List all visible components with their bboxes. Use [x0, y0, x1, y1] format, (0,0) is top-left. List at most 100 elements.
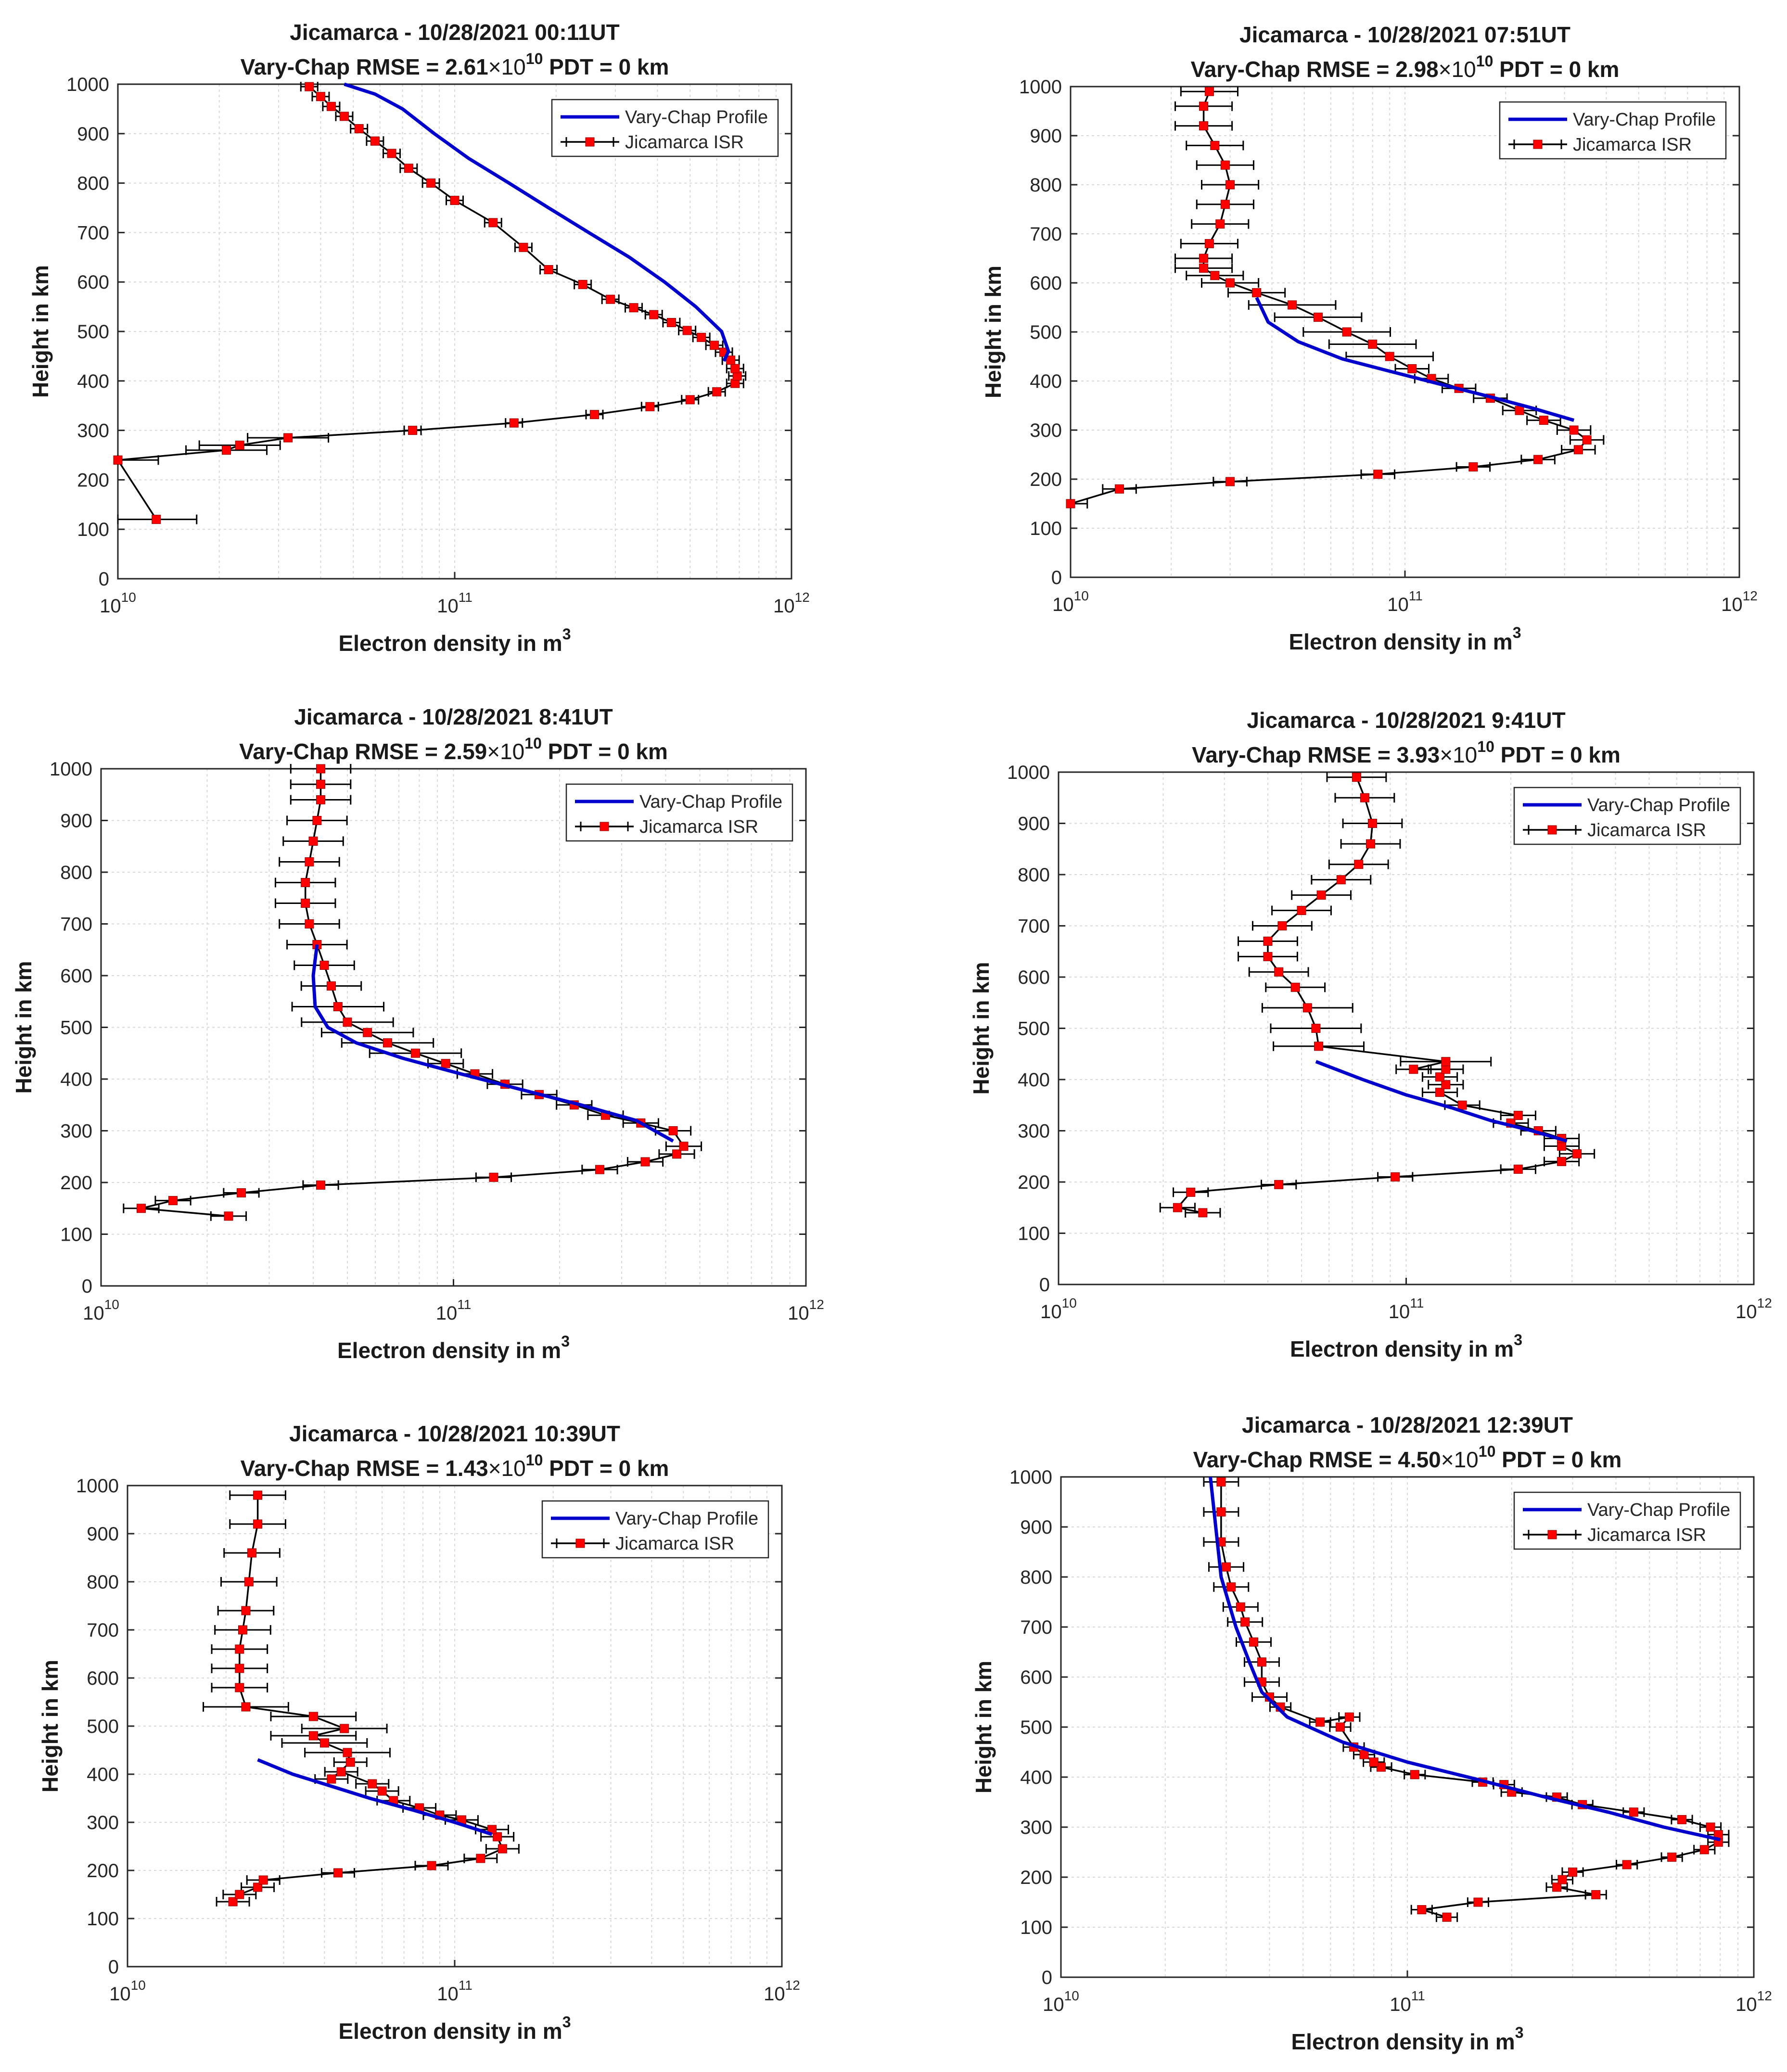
isr-point: [333, 1002, 343, 1011]
legend-label-jicamarca-isr: Jicamarca ISR: [625, 132, 744, 153]
isr-point: [1557, 1875, 1567, 1884]
isr-point: [1066, 499, 1075, 508]
isr-point: [1204, 239, 1214, 248]
y-tick-label: 900: [1020, 1517, 1052, 1538]
isr-point: [404, 164, 413, 173]
isr-point: [258, 1875, 268, 1885]
isr-point: [476, 1854, 485, 1863]
isr-point: [1557, 1157, 1567, 1166]
isr-point: [1515, 406, 1524, 415]
rmse-prefix: Vary-Chap RMSE =: [239, 739, 444, 764]
isr-point: [1368, 340, 1378, 349]
y-tick-label: 900: [1018, 814, 1050, 835]
isr-point: [1407, 364, 1417, 373]
isr-point: [368, 1779, 377, 1789]
y-axis-label: Height in km: [981, 266, 1006, 398]
series-vary-chap-profile: [1255, 297, 1575, 422]
y-tick-label: 900: [60, 811, 92, 832]
isr-point: [498, 1844, 507, 1854]
series-vary-chap-profile: [1209, 1476, 1721, 1842]
isr-point: [1568, 1868, 1578, 1877]
y-tick-label: 500: [77, 321, 109, 343]
isr-point: [1302, 1003, 1312, 1013]
isr-point: [1210, 140, 1220, 150]
isr-point: [1513, 1164, 1523, 1174]
isr-line: [232, 1495, 504, 1903]
y-axis-label: Height in km: [28, 265, 53, 398]
y-tick-label: 100: [77, 519, 109, 540]
isr-point: [1366, 839, 1376, 849]
y-tick-label: 500: [87, 1716, 119, 1737]
rmse-value: 2.61: [445, 54, 488, 79]
isr-point: [1252, 288, 1262, 297]
rmse-value: 1.43: [445, 1456, 488, 1481]
y-tick-label: 300: [77, 420, 109, 442]
isr-point: [363, 1028, 372, 1037]
panel-1: 0 100 200 300 400 500 600 700 800 900 1000 1010 1011…: [28, 20, 810, 656]
isr-point: [645, 402, 655, 411]
y-tick-label: 800: [1018, 864, 1050, 886]
isr-point: [1199, 121, 1209, 131]
panel-4: 0 100 200 300 400 500 600 700 800 900 1000 1010 1011…: [969, 708, 1772, 1361]
isr-point: [489, 1172, 498, 1182]
legend-isr-marker: [1547, 825, 1557, 835]
x-tick-label: 1011: [1390, 1988, 1425, 2015]
isr-point: [1215, 219, 1225, 229]
legend: Vary-Chap Profile Jicamarca ISR: [1513, 787, 1741, 845]
x-tick-label: 1010: [83, 1297, 119, 1324]
y-tick-label: 900: [1030, 126, 1062, 147]
times-symbol: ×10: [1441, 1447, 1479, 1472]
y-tick-label: 400: [1020, 1767, 1052, 1788]
series-jicamarca-isr: [1066, 87, 1605, 508]
x-tick-label: 1011: [437, 590, 472, 617]
legend-isr-marker: [600, 822, 609, 831]
y-tick-label: 600: [87, 1668, 119, 1689]
isr-point: [1240, 1617, 1250, 1627]
chart-title: Jicamarca - 10/28/2021 8:41UT: [294, 704, 613, 729]
rmse-value: 2.98: [1395, 57, 1439, 82]
rmse-prefix: Vary-Chap RMSE =: [1191, 57, 1396, 82]
y-tick-label: 700: [77, 222, 109, 243]
isr-point: [235, 1664, 244, 1673]
chart-subtitle: Vary-Chap RMSE = 4.50×1010 PDT = 0 km: [1193, 1443, 1622, 1472]
series-vary-chap-profile: [311, 944, 674, 1143]
isr-point: [244, 1577, 254, 1587]
x-tick-label: 1010: [100, 590, 136, 617]
x-tick-label: 1012: [788, 1297, 824, 1324]
isr-point: [1569, 425, 1579, 435]
y-tick-label: 1000: [66, 74, 109, 95]
legend-label-vary-chap: Vary-Chap Profile: [615, 1509, 758, 1529]
isr-point: [1288, 300, 1297, 310]
pdt-text: PDT = 0 km: [1495, 1447, 1621, 1472]
isr-point: [1335, 1722, 1345, 1732]
isr-point: [640, 1157, 650, 1167]
isr-point: [730, 364, 740, 373]
times-symbol: ×10: [488, 54, 526, 79]
isr-point: [1409, 1065, 1418, 1074]
legend: Vary-Chap Profile Jicamarca ISR: [541, 1500, 769, 1559]
y-tick-label: 700: [87, 1620, 119, 1641]
isr-point: [326, 981, 336, 991]
legend-label-jicamarca-isr: Jicamarca ISR: [1587, 820, 1706, 840]
isr-point: [316, 779, 326, 789]
isr-point: [238, 1625, 247, 1635]
isr-point: [1360, 793, 1369, 802]
y-tick-label: 0: [1042, 1967, 1052, 1988]
rmse-prefix: Vary-Chap RMSE =: [1192, 742, 1397, 767]
isr-point: [354, 124, 364, 134]
y-tick-label: 400: [77, 371, 109, 392]
isr-point: [1225, 278, 1235, 288]
isr-point: [235, 1890, 244, 1899]
isr-point: [1290, 982, 1300, 992]
isr-point: [316, 1180, 326, 1190]
isr-point: [333, 1868, 343, 1878]
legend-label-vary-chap: Vary-Chap Profile: [1573, 110, 1716, 130]
isr-point: [697, 332, 706, 342]
isr-point: [345, 1757, 355, 1767]
y-tick-label: 300: [87, 1812, 119, 1833]
isr-point: [712, 387, 722, 396]
y-tick-label: 100: [87, 1908, 119, 1930]
isr-point: [1225, 477, 1235, 486]
y-axis-label: Height in km: [38, 1660, 63, 1792]
isr-point: [1677, 1815, 1687, 1824]
